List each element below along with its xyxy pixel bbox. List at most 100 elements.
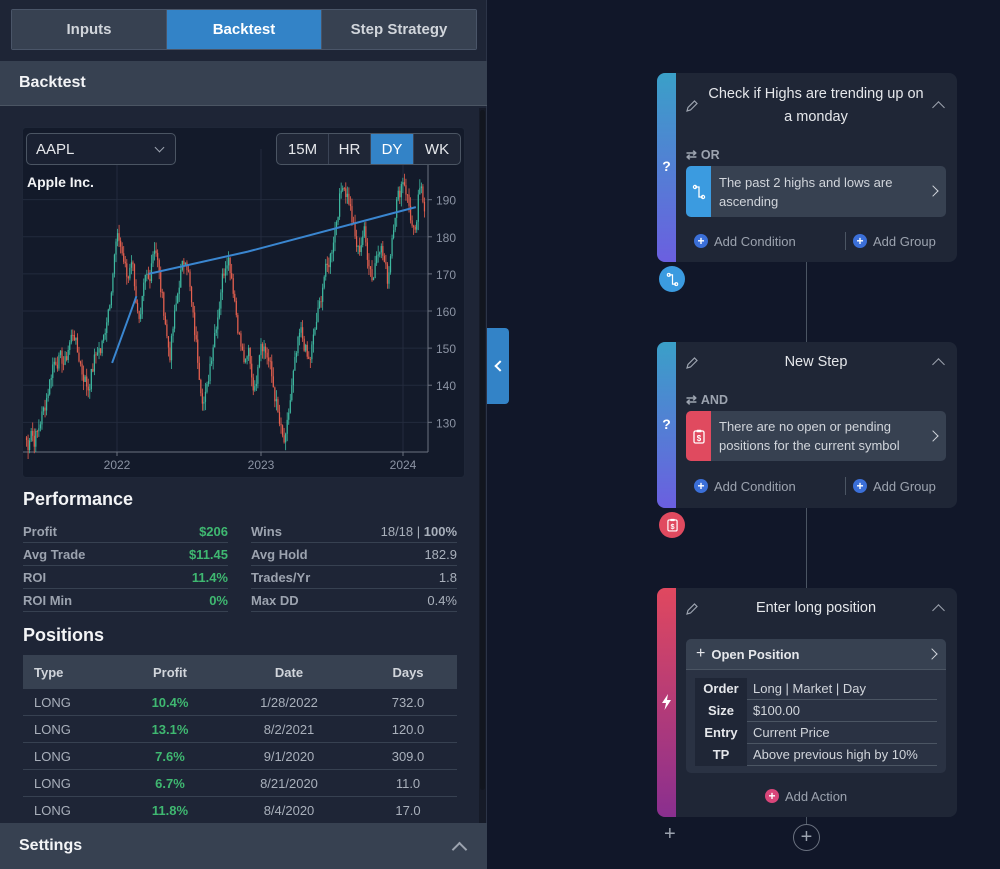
table-row[interactable]: LONG 7.6% 9/1/2020 309.0 — [23, 743, 457, 770]
cell-date: 8/2/2021 — [263, 721, 315, 737]
logic-label: AND — [700, 393, 728, 407]
table-row[interactable]: LONG 10.4% 1/28/2022 732.0 — [23, 689, 457, 716]
chevron-right-icon — [927, 185, 939, 197]
positions-table: Type Profit Date Days LONG 10.4% 1/28/20… — [23, 655, 457, 824]
add-action-button[interactable]: + Add Action — [765, 789, 847, 804]
step-card-3: Enter long position + Open Position Orde… — [657, 588, 957, 817]
param-value: $100.00 — [747, 700, 937, 722]
step-title[interactable]: Check if Highs are trending up on a mond… — [708, 86, 924, 125]
timeframe-hr[interactable]: HR — [329, 134, 371, 164]
cell-profit: 6.7% — [155, 775, 185, 791]
symbol-select[interactable]: AAPL — [26, 133, 176, 165]
stat-value: 0% — [209, 592, 228, 608]
param-value: Long | Market | Day — [747, 678, 937, 700]
pencil-icon[interactable] — [685, 602, 699, 616]
add-group-label: Add Group — [873, 233, 936, 249]
param-value: Current Price — [747, 722, 937, 744]
stat-label: ROI Min — [23, 592, 73, 608]
pencil-icon[interactable] — [685, 99, 699, 113]
clipboard-dollar-icon: $ — [686, 411, 711, 461]
stat-label: Avg Trade — [23, 546, 86, 562]
stat-max-dd: Max DD 0.4% — [251, 589, 457, 612]
timeframe-toggle: 15M HR DY WK — [276, 133, 461, 165]
step-title[interactable]: Enter long position — [755, 600, 877, 616]
plus-icon: + — [853, 479, 867, 493]
price-chart[interactable]: 130 140 150 160 170 180 190 2022 2023 2024 — [22, 127, 465, 478]
tab-inputs[interactable]: Inputs — [12, 10, 167, 49]
svg-text:130: 130 — [436, 416, 456, 430]
svg-text:2022: 2022 — [104, 458, 131, 472]
plus-icon: + — [694, 479, 708, 493]
step-connector — [806, 262, 807, 342]
cell-profit: 11.8% — [151, 803, 189, 818]
logic-label: OR — [700, 148, 720, 162]
pencil-icon[interactable] — [685, 356, 699, 370]
add-group-button[interactable]: + Add Group — [853, 479, 936, 494]
add-branch-icon[interactable]: + — [664, 823, 676, 845]
column-header-days[interactable]: Days — [392, 664, 424, 680]
add-step-button[interactable]: + — [793, 824, 820, 851]
condition-item[interactable]: The past 2 highs and lows are ascending — [686, 166, 946, 217]
stat-trades-yr: Trades/Yr 1.8 — [251, 566, 457, 589]
lightning-icon — [662, 694, 671, 710]
add-condition-button[interactable]: + Add Condition — [694, 479, 796, 494]
column-header-profit[interactable]: Profit — [153, 664, 187, 680]
column-header-date[interactable]: Date — [274, 664, 304, 680]
step-title[interactable]: New Step — [784, 354, 848, 370]
tab-step-strategy[interactable]: Step Strategy — [322, 10, 476, 49]
table-row[interactable]: LONG 11.8% 8/4/2020 17.0 — [23, 797, 457, 824]
svg-text:$: $ — [696, 434, 701, 443]
trend-path-icon — [686, 166, 711, 217]
chevron-right-icon — [927, 430, 939, 442]
chevron-up-icon[interactable] — [451, 841, 468, 857]
cell-days: 120.0 — [391, 721, 425, 737]
trend-path-icon[interactable] — [659, 266, 685, 292]
timeframe-dy[interactable]: DY — [371, 134, 414, 164]
step-type-bar: ? — [657, 342, 676, 508]
param-value: Above previous high by 10% — [747, 744, 937, 766]
stat-avg-hold: Avg Hold 182.9 — [251, 543, 457, 566]
plus-icon: + — [694, 234, 708, 248]
logic-operator[interactable]: ⇄ AND — [686, 392, 728, 408]
logic-operator[interactable]: ⇄ OR — [686, 147, 720, 163]
add-group-button[interactable]: + Add Group — [853, 234, 936, 249]
table-row[interactable]: LONG 6.7% 8/21/2020 11.0 — [23, 770, 457, 797]
chevron-up-icon[interactable] — [932, 101, 945, 114]
question-icon: ? — [662, 416, 671, 432]
settings-section-header[interactable]: Settings — [0, 823, 487, 869]
timeframe-wk[interactable]: WK — [424, 140, 450, 158]
open-position-action[interactable]: + Open Position — [686, 639, 946, 670]
cell-date: 9/1/2020 — [263, 748, 315, 764]
divider — [845, 477, 846, 495]
cell-date: 8/21/2020 — [260, 775, 318, 791]
add-group-label: Add Group — [873, 478, 936, 494]
svg-text:170: 170 — [436, 268, 456, 282]
stat-label: Profit — [23, 523, 57, 539]
positions-title: Positions — [23, 625, 105, 645]
plus-icon: + — [800, 826, 813, 848]
stat-profit: Profit $206 — [23, 520, 228, 543]
settings-title: Settings — [19, 837, 83, 854]
divider — [845, 232, 846, 250]
chevron-up-icon[interactable] — [932, 358, 945, 371]
svg-text:2023: 2023 — [248, 458, 275, 472]
collapse-panel-button[interactable] — [487, 328, 509, 404]
stat-value: 182.9 — [424, 546, 457, 562]
add-condition-button[interactable]: + Add Condition — [694, 234, 796, 249]
scrollbar-thumb[interactable] — [480, 110, 485, 790]
stat-value: 18/18 | 100% — [381, 524, 457, 539]
cell-days: 309.0 — [391, 748, 425, 764]
timeframe-15m[interactable]: 15M — [277, 134, 329, 164]
stat-value: 11.4% — [191, 569, 228, 585]
action-item: + Open Position Order Long | Market | Day… — [686, 639, 946, 773]
chevron-up-icon[interactable] — [932, 604, 945, 617]
condition-item[interactable]: $ There are no open or pending positions… — [686, 411, 946, 461]
add-row: + Add Action — [676, 786, 957, 806]
table-row[interactable]: LONG 13.1% 8/2/2021 120.0 — [23, 716, 457, 743]
tab-backtest[interactable]: Backtest — [167, 10, 322, 49]
step-card-1: ? Check if Highs are trending up on a mo… — [657, 73, 957, 262]
svg-text:180: 180 — [436, 231, 456, 245]
column-header-type[interactable]: Type — [34, 664, 64, 680]
chart-title: Apple Inc. — [27, 174, 94, 190]
clipboard-dollar-icon[interactable]: $ — [659, 512, 685, 538]
